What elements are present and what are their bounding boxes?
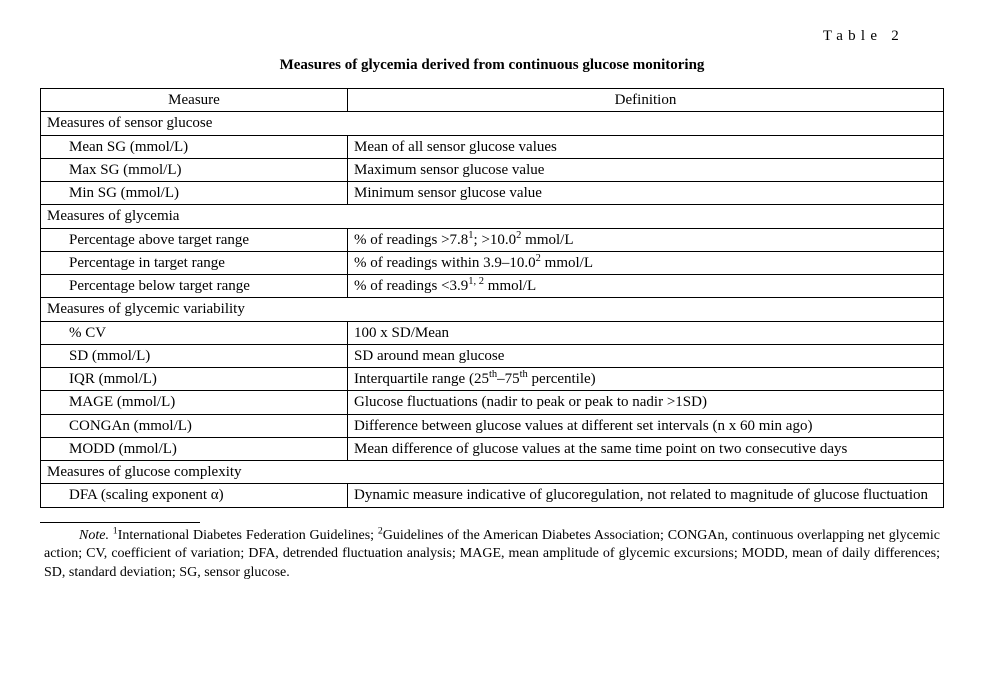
section-header-row: Measures of glucose complexity xyxy=(41,461,944,484)
definition-cell: Interquartile range (25th–75th percentil… xyxy=(348,368,944,391)
measure-cell: Min SG (mmol/L) xyxy=(41,182,348,205)
section-header-row: Measures of sensor glucose xyxy=(41,112,944,135)
table-row: Min SG (mmol/L)Minimum sensor glucose va… xyxy=(41,182,944,205)
table-footnote: Note. 1International Diabetes Federation… xyxy=(44,527,940,584)
table-caption: Measures of glycemia derived from contin… xyxy=(40,57,944,74)
section-title: Measures of glycemia xyxy=(41,205,944,228)
measure-cell: Percentage in target range xyxy=(41,251,348,274)
definition-cell: Minimum sensor glucose value xyxy=(348,182,944,205)
col-header-definition: Definition xyxy=(348,89,944,112)
section-title: Measures of sensor glucose xyxy=(41,112,944,135)
table-row: Max SG (mmol/L)Maximum sensor glucose va… xyxy=(41,158,944,181)
section-title: Measures of glucose complexity xyxy=(41,461,944,484)
definition-cell: Difference between glucose values at dif… xyxy=(348,414,944,437)
definition-cell: SD around mean glucose xyxy=(348,344,944,367)
definition-cell: Dynamic measure indicative of glucoregul… xyxy=(348,484,944,507)
measure-cell: IQR (mmol/L) xyxy=(41,368,348,391)
table-row: Percentage above target range% of readin… xyxy=(41,228,944,251)
table-row: Percentage below target range% of readin… xyxy=(41,275,944,298)
table-number-label: Table 2 xyxy=(40,28,904,45)
table-row: Percentage in target range% of readings … xyxy=(41,251,944,274)
measure-cell: MAGE (mmol/L) xyxy=(41,391,348,414)
definition-cell: 100 x SD/Mean xyxy=(348,321,944,344)
table-row: DFA (scaling exponent α)Dynamic measure … xyxy=(41,484,944,507)
definition-cell: % of readings >7.81; >10.02 mmol/L xyxy=(348,228,944,251)
measure-cell: Max SG (mmol/L) xyxy=(41,158,348,181)
definition-cell: Mean difference of glucose values at the… xyxy=(348,437,944,460)
measure-cell: CONGAn (mmol/L) xyxy=(41,414,348,437)
definition-cell: Mean of all sensor glucose values xyxy=(348,135,944,158)
measure-cell: SD (mmol/L) xyxy=(41,344,348,367)
glycemia-measures-table: Measure Definition Measures of sensor gl… xyxy=(40,88,944,508)
definition-cell: Maximum sensor glucose value xyxy=(348,158,944,181)
table-row: IQR (mmol/L)Interquartile range (25th–75… xyxy=(41,368,944,391)
table-header-row: Measure Definition xyxy=(41,89,944,112)
definition-cell: Glucose fluctuations (nadir to peak or p… xyxy=(348,391,944,414)
definition-cell: % of readings within 3.9–10.02 mmol/L xyxy=(348,251,944,274)
measure-cell: % CV xyxy=(41,321,348,344)
measure-cell: Percentage below target range xyxy=(41,275,348,298)
table-row: MODD (mmol/L)Mean difference of glucose … xyxy=(41,437,944,460)
table-row: MAGE (mmol/L)Glucose fluctuations (nadir… xyxy=(41,391,944,414)
section-title: Measures of glycemic variability xyxy=(41,298,944,321)
table-row: CONGAn (mmol/L)Difference between glucos… xyxy=(41,414,944,437)
definition-cell: % of readings <3.91, 2 mmol/L xyxy=(348,275,944,298)
section-header-row: Measures of glycemia xyxy=(41,205,944,228)
measure-cell: Percentage above target range xyxy=(41,228,348,251)
col-header-measure: Measure xyxy=(41,89,348,112)
measure-cell: MODD (mmol/L) xyxy=(41,437,348,460)
section-header-row: Measures of glycemic variability xyxy=(41,298,944,321)
measure-cell: DFA (scaling exponent α) xyxy=(41,484,348,507)
table-row: Mean SG (mmol/L)Mean of all sensor gluco… xyxy=(41,135,944,158)
table-row: SD (mmol/L)SD around mean glucose xyxy=(41,344,944,367)
measure-cell: Mean SG (mmol/L) xyxy=(41,135,348,158)
table-row: % CV100 x SD/Mean xyxy=(41,321,944,344)
footnote-rule xyxy=(40,522,200,523)
